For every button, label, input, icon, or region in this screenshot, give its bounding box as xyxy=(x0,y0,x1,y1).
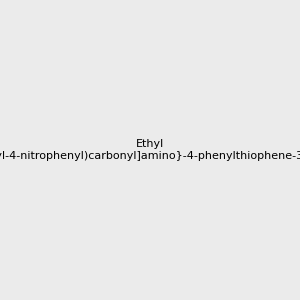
Text: Ethyl 2-{[(3-methyl-4-nitrophenyl)carbonyl]amino}-4-phenylthiophene-3-carboxylat: Ethyl 2-{[(3-methyl-4-nitrophenyl)carbon… xyxy=(0,139,300,161)
